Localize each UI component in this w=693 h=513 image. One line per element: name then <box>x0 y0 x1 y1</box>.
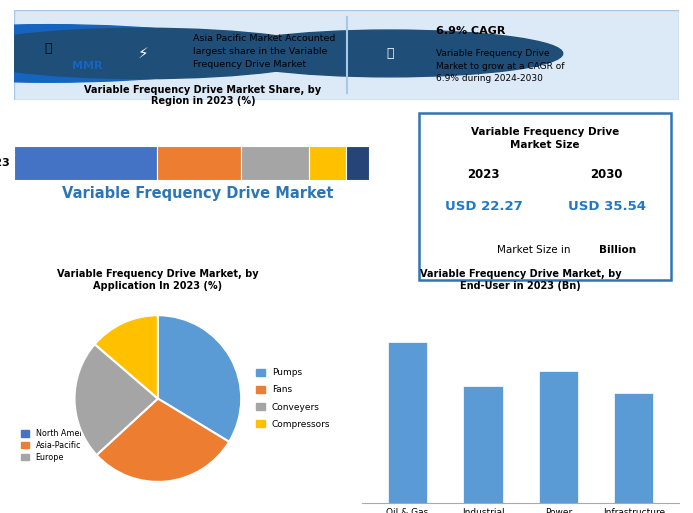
Bar <box>388 343 427 503</box>
Legend: North America, Asia-Pacific, Europe, Middle East and Africa, South America: North America, Asia-Pacific, Europe, Mid… <box>18 426 208 465</box>
Text: 🌍: 🌍 <box>45 42 52 54</box>
Text: Market Size in: Market Size in <box>497 245 574 255</box>
Bar <box>464 386 502 503</box>
Bar <box>157 146 240 180</box>
Circle shape <box>0 28 330 78</box>
Text: 2030: 2030 <box>590 168 623 181</box>
Text: 🔥: 🔥 <box>386 47 394 60</box>
Circle shape <box>0 25 261 82</box>
FancyBboxPatch shape <box>419 113 671 280</box>
Bar <box>539 371 578 503</box>
Text: Asia Pacific Market Accounted
largest share in the Variable
Frequency Drive Mark: Asia Pacific Market Accounted largest sh… <box>193 34 336 69</box>
Bar <box>308 146 346 180</box>
Text: USD 22.27: USD 22.27 <box>445 200 523 212</box>
Wedge shape <box>158 315 241 442</box>
Text: 2023: 2023 <box>0 157 10 168</box>
Title: Variable Frequency Drive Market, by
Application In 2023 (%): Variable Frequency Drive Market, by Appl… <box>57 269 258 291</box>
Text: Variable Frequency Drive
Market Size: Variable Frequency Drive Market Size <box>471 127 620 150</box>
Bar <box>14 146 157 180</box>
Text: Variable Frequency Drive Market: Variable Frequency Drive Market <box>62 186 333 202</box>
FancyBboxPatch shape <box>14 10 679 100</box>
Text: 2023: 2023 <box>467 168 500 181</box>
Bar <box>240 146 308 180</box>
Text: ⚡: ⚡ <box>138 46 149 61</box>
Bar <box>346 146 369 180</box>
Wedge shape <box>96 399 229 482</box>
Text: MMR: MMR <box>72 61 103 71</box>
Wedge shape <box>75 344 158 455</box>
Title: Variable Frequency Drive Market Share, by
Region in 2023 (%): Variable Frequency Drive Market Share, b… <box>85 85 322 106</box>
Text: 6.9% CAGR: 6.9% CAGR <box>437 26 506 36</box>
Bar <box>614 393 653 503</box>
Title: Variable Frequency Drive Market, by
End-User in 2023 (Bn): Variable Frequency Drive Market, by End-… <box>420 269 622 291</box>
Wedge shape <box>95 315 158 399</box>
Text: Variable Frequency Drive
Market to grow at a CAGR of
6.9% during 2024-2030: Variable Frequency Drive Market to grow … <box>437 49 565 83</box>
Text: USD 35.54: USD 35.54 <box>568 200 646 212</box>
Legend: Pumps, Fans, Conveyers, Compressors: Pumps, Fans, Conveyers, Compressors <box>252 365 334 432</box>
Circle shape <box>217 30 563 77</box>
Text: Billion: Billion <box>599 245 636 255</box>
